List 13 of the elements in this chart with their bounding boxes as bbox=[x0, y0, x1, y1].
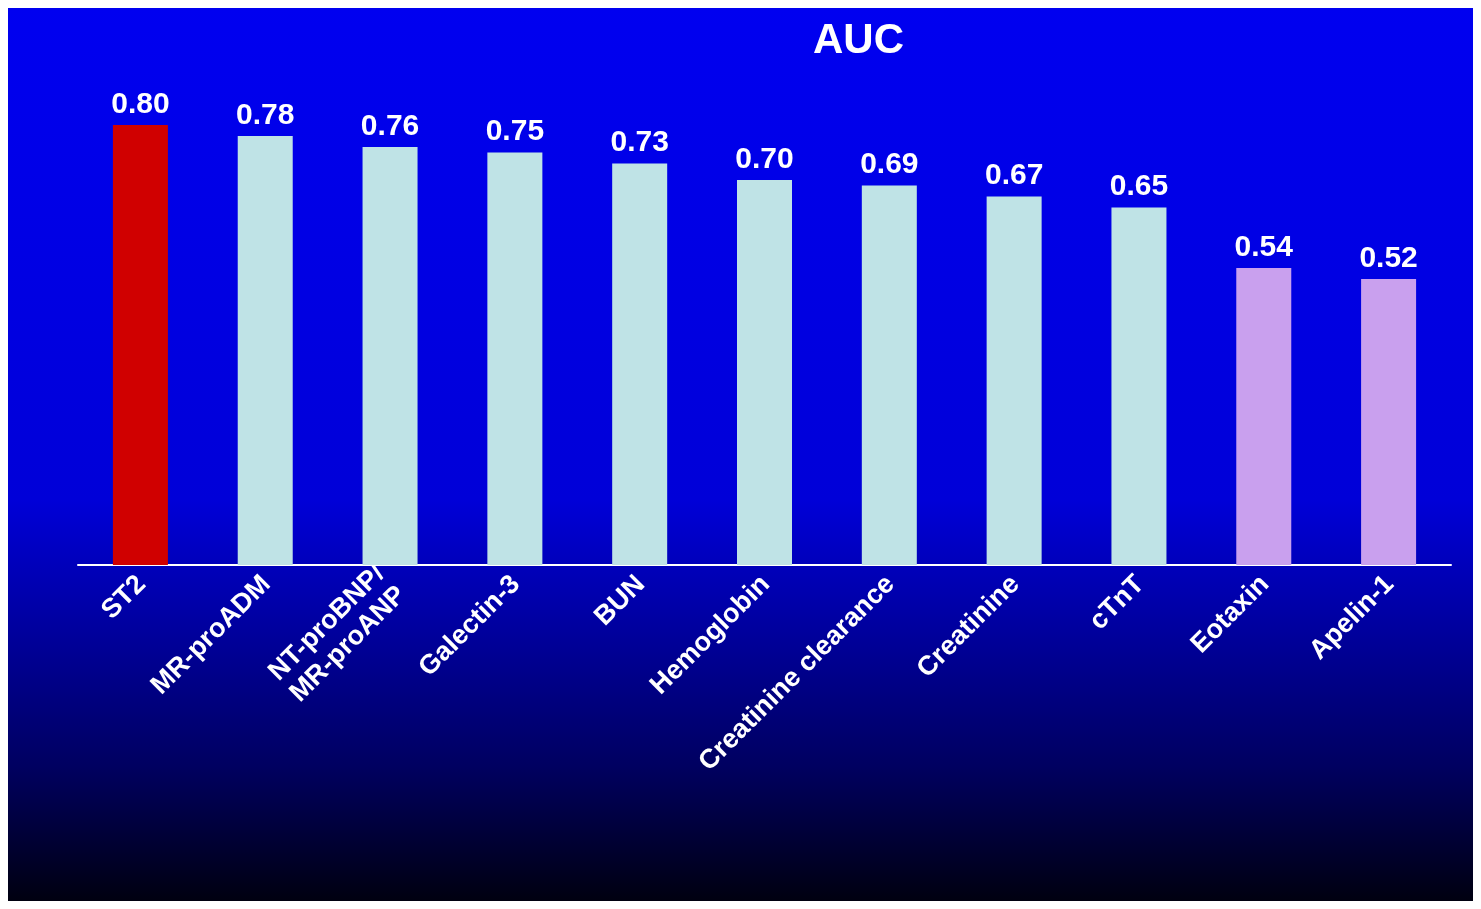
data-label: 0.54 bbox=[1234, 228, 1294, 262]
data-label: 0.75 bbox=[485, 113, 545, 146]
chart-title: AUC bbox=[813, 14, 904, 62]
data-label: 0.65 bbox=[1109, 168, 1169, 201]
x-tick-label: ST2 bbox=[94, 568, 152, 625]
data-label: 0.73 bbox=[610, 124, 669, 157]
data-label: 0.70 bbox=[735, 140, 794, 174]
data-label: 0.76 bbox=[360, 107, 420, 141]
data-label: 0.80 bbox=[111, 85, 170, 119]
data-label: 0.69 bbox=[860, 146, 919, 179]
data-label: 0.78 bbox=[236, 96, 295, 130]
data-label: 0.52 bbox=[1359, 239, 1418, 273]
data-label: 0.67 bbox=[984, 157, 1044, 190]
